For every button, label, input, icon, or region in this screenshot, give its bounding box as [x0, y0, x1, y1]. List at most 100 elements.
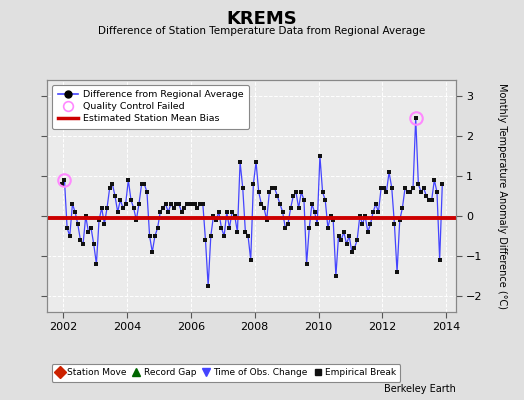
Point — [209, 213, 217, 219]
Point — [68, 201, 77, 207]
Point — [265, 189, 274, 195]
Point — [422, 193, 431, 199]
Point — [257, 201, 266, 207]
Point — [273, 193, 281, 199]
Point — [329, 217, 337, 223]
Point — [321, 197, 330, 203]
Point — [294, 205, 303, 211]
Point — [63, 225, 71, 231]
Point — [71, 209, 79, 215]
Point — [212, 217, 220, 223]
Point — [302, 261, 311, 267]
Point — [220, 233, 228, 239]
Text: Difference of Station Temperature Data from Regional Average: Difference of Station Temperature Data f… — [99, 26, 425, 36]
Point — [347, 249, 356, 255]
Point — [398, 205, 407, 211]
Point — [145, 233, 154, 239]
Point — [409, 185, 417, 191]
Point — [366, 221, 375, 227]
Point — [420, 185, 428, 191]
Point — [119, 205, 127, 211]
Point — [260, 205, 268, 211]
Point — [287, 205, 295, 211]
Point — [140, 181, 148, 187]
Point — [116, 197, 125, 203]
Point — [246, 257, 255, 263]
Point — [313, 221, 321, 227]
Point — [132, 217, 140, 223]
Point — [76, 237, 84, 243]
Point — [236, 159, 244, 165]
Point — [79, 241, 88, 247]
Legend: Station Move, Record Gap, Time of Obs. Change, Empirical Break: Station Move, Record Gap, Time of Obs. C… — [52, 364, 400, 382]
Point — [233, 229, 242, 235]
Point — [159, 205, 167, 211]
Point — [66, 233, 74, 239]
Point — [369, 209, 377, 215]
Point — [174, 201, 183, 207]
Point — [111, 193, 119, 199]
Point — [193, 205, 202, 211]
Point — [289, 193, 298, 199]
Point — [241, 229, 249, 235]
Point — [92, 261, 101, 267]
Point — [97, 205, 106, 211]
Point — [430, 177, 439, 183]
Point — [425, 197, 433, 203]
Point — [127, 197, 135, 203]
Point — [403, 189, 412, 195]
Point — [358, 221, 367, 227]
Point — [428, 197, 436, 203]
Point — [281, 225, 289, 231]
Point — [199, 201, 207, 207]
Point — [180, 205, 189, 211]
Point — [151, 233, 159, 239]
Point — [374, 209, 383, 215]
Point — [87, 225, 95, 231]
Point — [167, 201, 175, 207]
Point — [382, 189, 390, 195]
Point — [334, 233, 343, 239]
Point — [353, 237, 362, 243]
Point — [238, 185, 247, 191]
Point — [292, 189, 300, 195]
Point — [191, 201, 199, 207]
Point — [438, 181, 446, 187]
Point — [305, 225, 313, 231]
Point — [270, 185, 279, 191]
Point — [385, 169, 394, 175]
Point — [372, 201, 380, 207]
Point — [278, 209, 287, 215]
Point — [308, 201, 316, 207]
Point — [364, 229, 372, 235]
Point — [164, 209, 172, 215]
Point — [284, 221, 292, 227]
Point — [414, 181, 422, 187]
Point — [161, 201, 170, 207]
Point — [108, 181, 116, 187]
Point — [90, 241, 98, 247]
Point — [206, 233, 215, 239]
Point — [319, 189, 327, 195]
Point — [361, 213, 369, 219]
Point — [124, 177, 133, 183]
Point — [244, 233, 252, 239]
Point — [129, 205, 138, 211]
Point — [342, 241, 351, 247]
Point — [60, 177, 69, 183]
Point — [249, 181, 258, 187]
Point — [95, 217, 103, 223]
Point — [143, 189, 151, 195]
Point — [388, 185, 396, 191]
Point — [316, 153, 324, 159]
Point — [396, 217, 404, 223]
Point — [310, 209, 319, 215]
Point — [411, 115, 420, 121]
Point — [433, 189, 441, 195]
Point — [263, 217, 271, 223]
Point — [435, 257, 444, 263]
Point — [58, 181, 66, 187]
Point — [188, 201, 196, 207]
Point — [100, 221, 108, 227]
Point — [183, 201, 191, 207]
